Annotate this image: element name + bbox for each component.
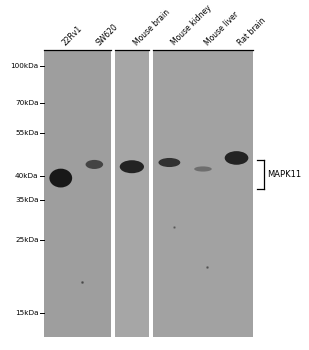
- Text: 22Rv1: 22Rv1: [61, 24, 84, 47]
- Text: Mouse brain: Mouse brain: [132, 8, 171, 47]
- Text: Mouse liver: Mouse liver: [203, 10, 240, 47]
- Ellipse shape: [86, 160, 103, 169]
- Ellipse shape: [194, 166, 212, 172]
- Text: 15kDa: 15kDa: [15, 310, 39, 316]
- Ellipse shape: [49, 169, 72, 188]
- Text: SW620: SW620: [94, 22, 120, 47]
- Ellipse shape: [159, 158, 180, 167]
- Bar: [153, 50, 253, 337]
- Ellipse shape: [120, 160, 144, 173]
- Text: Mouse kidney: Mouse kidney: [169, 4, 213, 47]
- Bar: [44, 50, 111, 337]
- Text: Rat brain: Rat brain: [236, 16, 268, 47]
- Text: 100kDa: 100kDa: [11, 63, 39, 69]
- Bar: [149, 50, 153, 337]
- Text: 35kDa: 35kDa: [15, 197, 39, 203]
- Text: 25kDa: 25kDa: [15, 237, 39, 243]
- Text: MAPK11: MAPK11: [267, 170, 301, 179]
- Ellipse shape: [225, 151, 248, 165]
- Bar: [115, 50, 149, 337]
- Text: 70kDa: 70kDa: [15, 100, 39, 106]
- Bar: [111, 50, 115, 337]
- Text: 55kDa: 55kDa: [15, 130, 39, 136]
- Text: 40kDa: 40kDa: [15, 174, 39, 180]
